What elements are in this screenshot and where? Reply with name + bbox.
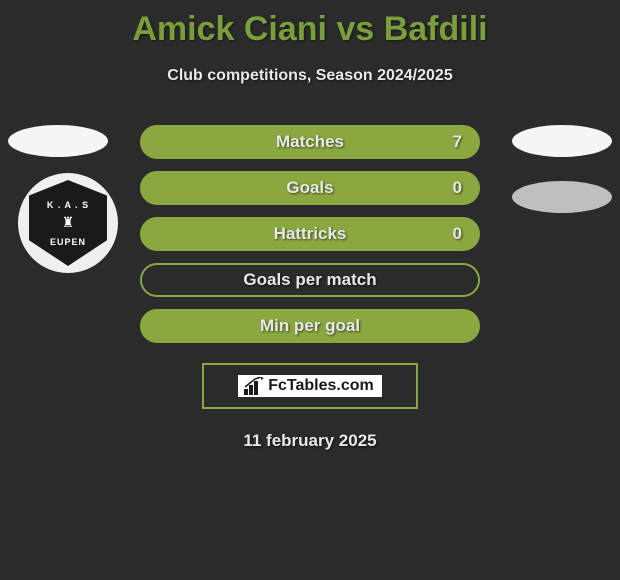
stat-value: 0 bbox=[453, 224, 462, 244]
date-text: 11 february 2025 bbox=[0, 431, 620, 451]
stat-row-hattricks: Hattricks 0 bbox=[140, 217, 480, 251]
stat-row-min-per-goal: Min per goal bbox=[140, 309, 480, 343]
right-player-ellipse-1 bbox=[512, 125, 612, 157]
stat-row-matches: Matches 7 bbox=[140, 125, 480, 159]
stat-value: 7 bbox=[453, 132, 462, 152]
stat-value: 0 bbox=[453, 178, 462, 198]
stat-row-goals: Goals 0 bbox=[140, 171, 480, 205]
stat-label: Min per goal bbox=[260, 316, 360, 336]
page-title: Amick Ciani vs Bafdili bbox=[0, 0, 620, 49]
chart-icon bbox=[244, 377, 266, 395]
club-badge: K . A . S ♜ EUPEN bbox=[18, 173, 118, 273]
badge-shield: K . A . S ♜ EUPEN bbox=[29, 180, 107, 266]
subtitle: Club competitions, Season 2024/2025 bbox=[0, 67, 620, 85]
right-player-ellipse-2 bbox=[512, 181, 612, 213]
stat-label: Matches bbox=[276, 132, 344, 152]
stat-label: Goals per match bbox=[243, 270, 376, 290]
badge-crest-icon: ♜ bbox=[62, 214, 75, 231]
badge-text-bottom: EUPEN bbox=[50, 237, 86, 247]
stat-label: Goals bbox=[286, 178, 333, 198]
stat-row-goals-per-match: Goals per match bbox=[140, 263, 480, 297]
badge-text-top: K . A . S bbox=[47, 200, 89, 210]
branding-text: FcTables.com bbox=[266, 377, 376, 395]
branding-box: FcTables.com bbox=[202, 363, 418, 409]
stat-label: Hattricks bbox=[274, 224, 347, 244]
branding-wrap: FcTables.com bbox=[238, 375, 382, 397]
stat-rows: Matches 7 Goals 0 Hattricks 0 Goals per … bbox=[140, 125, 480, 343]
content-area: K . A . S ♜ EUPEN Matches 7 Goals 0 Hatt… bbox=[0, 125, 620, 451]
left-player-ellipse bbox=[8, 125, 108, 157]
